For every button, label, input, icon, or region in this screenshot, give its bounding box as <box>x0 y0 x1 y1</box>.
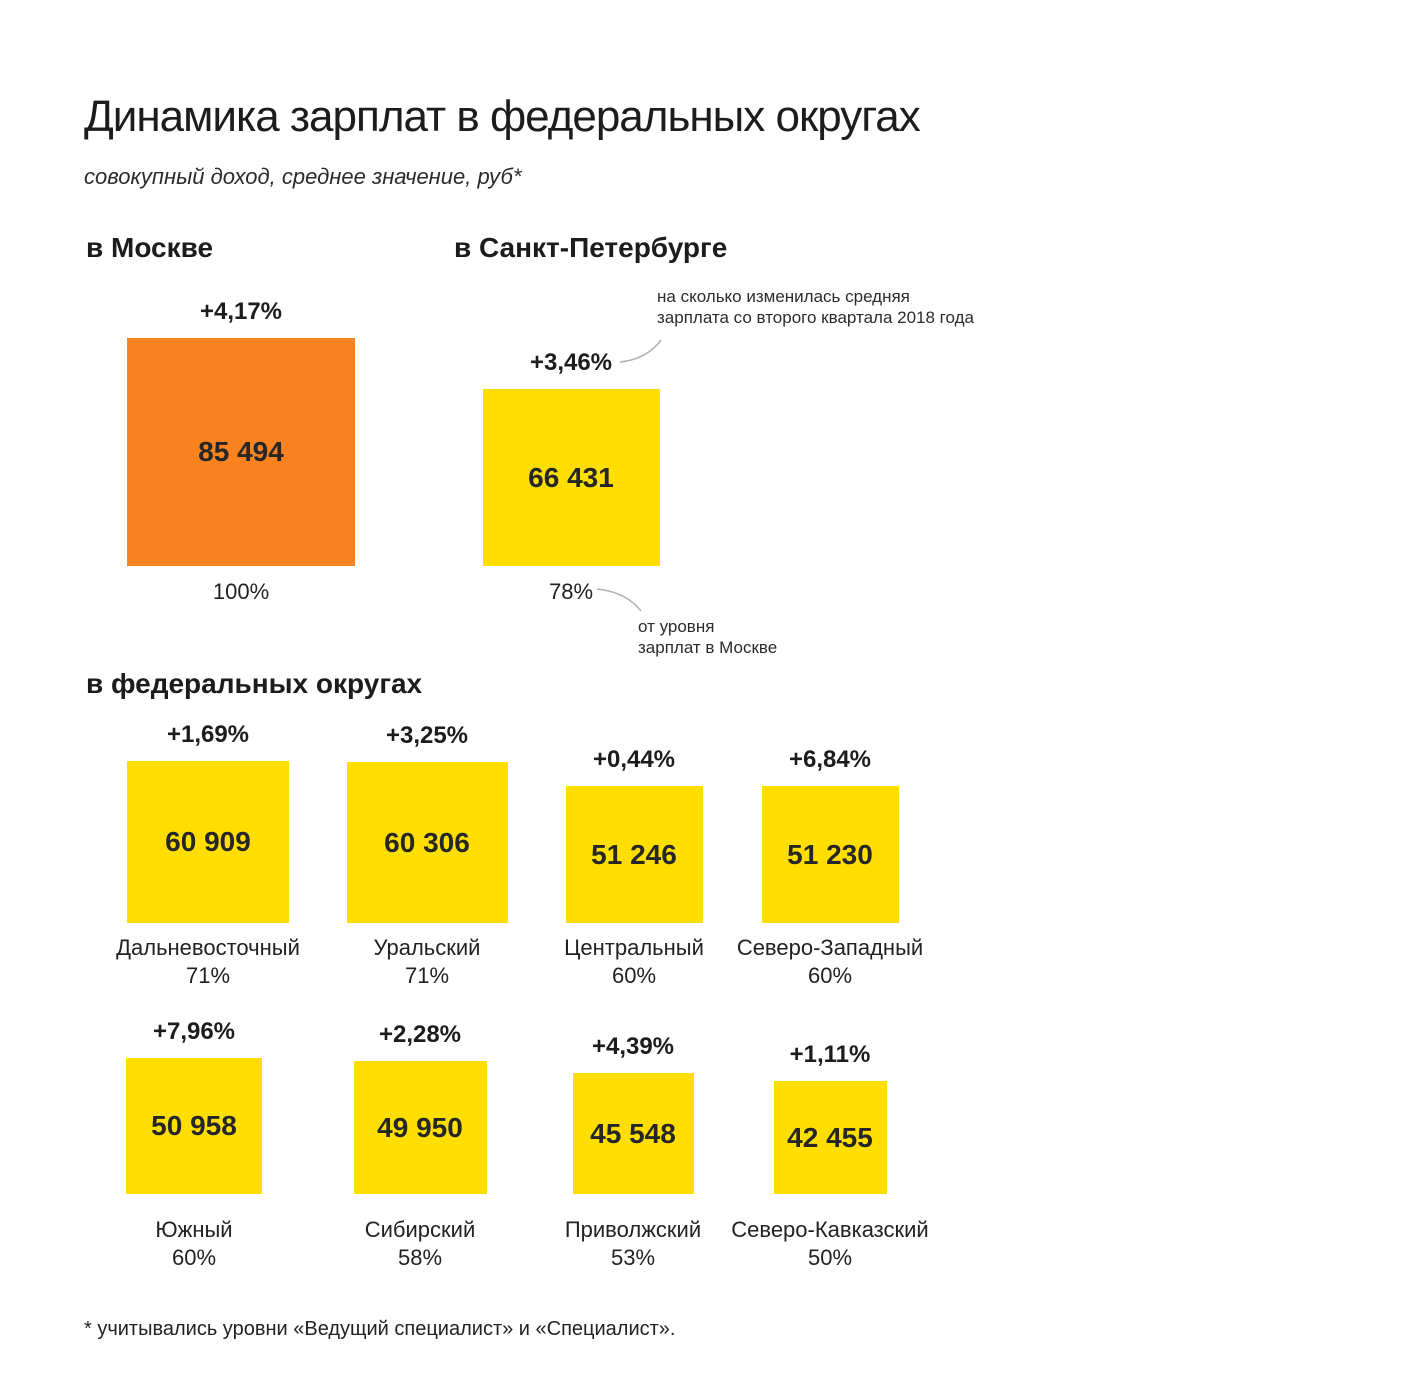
moscow-value: 85 494 <box>198 436 284 467</box>
district-name: Уральский <box>373 935 481 960</box>
district-square: 51 246 <box>565 786 703 923</box>
spb-square: 66 431 <box>482 389 660 566</box>
district-change-label: +1,69% <box>166 721 250 748</box>
district-change-label: +6,84% <box>788 746 872 773</box>
district-name: Северо-Западный <box>736 935 924 960</box>
section-header-districts: в федеральных округах <box>86 668 423 699</box>
district-name: Сибирский <box>364 1217 476 1242</box>
district-percent-of-moscow: 60% <box>171 1245 217 1270</box>
district-change-label: +4,39% <box>591 1033 675 1060</box>
page-title: Динамика зарплат в федеральных округах <box>84 92 921 141</box>
district-percent-of-moscow: 58% <box>397 1245 443 1270</box>
district-change-label: +0,44% <box>592 746 676 773</box>
district-percent-of-moscow: 71% <box>404 963 450 988</box>
district-square: 42 455 <box>773 1081 887 1194</box>
district-value: 42 455 <box>787 1121 873 1153</box>
district-square: 60 909 <box>127 761 289 923</box>
district-percent-of-moscow: 60% <box>807 963 853 988</box>
page-subtitle: совокупный доход, среднее значение, руб* <box>84 164 522 189</box>
moscow-change-label: +4,17% <box>199 298 283 325</box>
district-value: 50 958 <box>151 1110 237 1141</box>
district-value: 51 230 <box>787 838 873 870</box>
district-percent-of-moscow: 53% <box>610 1245 656 1270</box>
moscow-percent-of-moscow: 100% <box>212 579 270 604</box>
district-square: 51 230 <box>761 786 899 923</box>
district-name: Южный <box>155 1217 233 1242</box>
district-square: 50 958 <box>126 1058 262 1194</box>
district-value: 60 909 <box>165 826 251 857</box>
district-name: Дальневосточный <box>116 935 300 960</box>
spb-value: 66 431 <box>528 461 614 493</box>
section-header-spb: в Санкт-Петербурге <box>454 232 728 263</box>
district-change-label: +3,25% <box>385 722 469 749</box>
district-value: 45 548 <box>590 1117 676 1149</box>
note-change-since-q2-2018: на сколько изменилась средняя зарплата с… <box>657 287 974 327</box>
district-square: 60 306 <box>346 762 508 923</box>
district-percent-of-moscow: 71% <box>185 963 231 988</box>
district-change-label: +7,96% <box>152 1018 236 1045</box>
district-name: Северо-Кавказский <box>731 1217 929 1242</box>
spb-percent-of-moscow: 78% <box>548 579 594 604</box>
note-level-of-moscow: от уровня зарплат в Москве <box>638 617 778 657</box>
district-value: 51 246 <box>591 838 677 870</box>
district-change-label: +1,11% <box>789 1041 871 1068</box>
district-square: 45 548 <box>572 1073 694 1194</box>
district-square: 49 950 <box>353 1061 487 1194</box>
district-percent-of-moscow: 60% <box>611 963 657 988</box>
district-percent-of-moscow: 50% <box>807 1245 853 1270</box>
district-name: Приволжский <box>564 1217 702 1242</box>
district-value: 49 950 <box>377 1111 463 1143</box>
section-header-moscow: в Москве <box>86 232 214 263</box>
district-value: 60 306 <box>384 826 470 858</box>
footnote: * учитывались уровни «Ведущий специалист… <box>84 1318 676 1340</box>
spb-change-label: +3,46% <box>529 349 613 376</box>
district-change-label: +2,28% <box>378 1021 462 1048</box>
moscow-square: 85 494 <box>127 338 355 566</box>
district-name: Центральный <box>564 935 704 960</box>
